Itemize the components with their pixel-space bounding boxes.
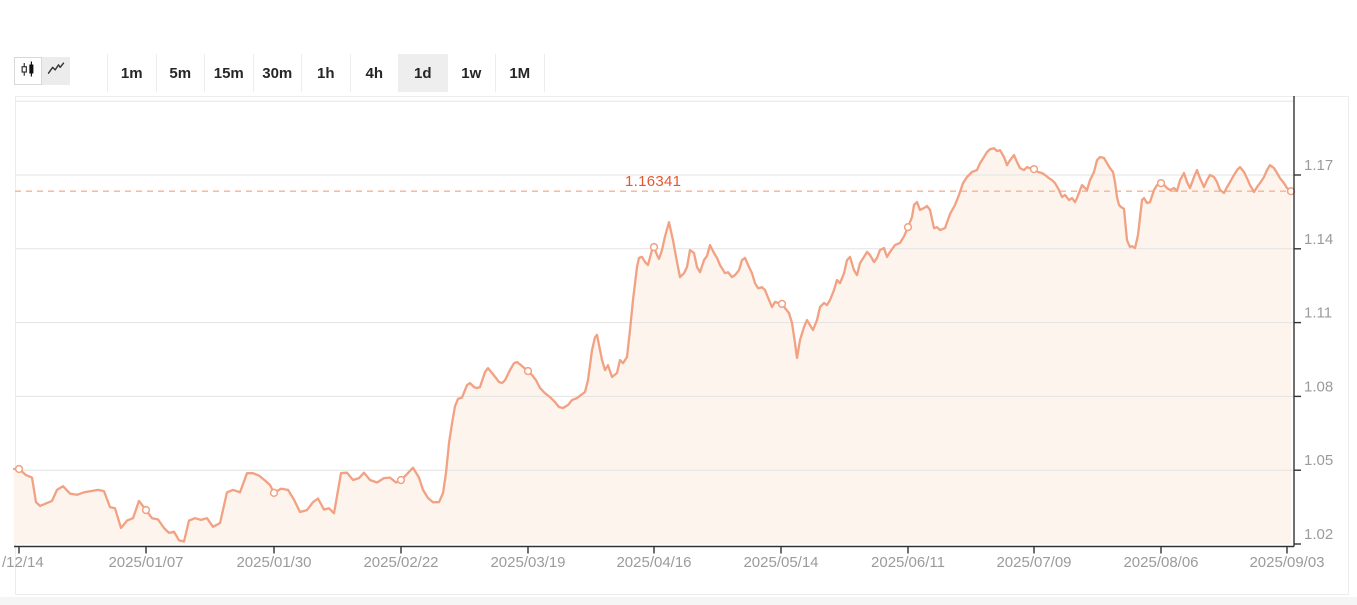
timeframe-1M-button[interactable]: 1M bbox=[496, 54, 545, 92]
candlestick-chart-button[interactable] bbox=[14, 57, 42, 85]
line-chart-button[interactable] bbox=[42, 57, 70, 85]
page-bottom-strip bbox=[0, 597, 1357, 605]
timeframe-30m-button[interactable]: 30m bbox=[253, 54, 302, 92]
timeframe-4h-button[interactable]: 4h bbox=[350, 54, 399, 92]
candlestick-icon bbox=[19, 60, 37, 83]
timeframe-5m-button[interactable]: 5m bbox=[156, 54, 205, 92]
timeframe-switcher: 1m 5m 15m 30m 1h 4h 1d 1w 1M bbox=[107, 54, 545, 92]
timeframe-1h-button[interactable]: 1h bbox=[302, 54, 351, 92]
timeframe-1w-button[interactable]: 1w bbox=[447, 54, 496, 92]
chart-type-switcher bbox=[14, 57, 70, 85]
chart-container[interactable] bbox=[15, 96, 1349, 595]
timeframe-15m-button[interactable]: 15m bbox=[205, 54, 254, 92]
line-chart-icon bbox=[46, 59, 66, 84]
timeframe-1d-button[interactable]: 1d bbox=[399, 54, 448, 92]
timeframe-1m-button[interactable]: 1m bbox=[108, 54, 157, 92]
current-price-label: 1.16341 bbox=[625, 173, 682, 190]
